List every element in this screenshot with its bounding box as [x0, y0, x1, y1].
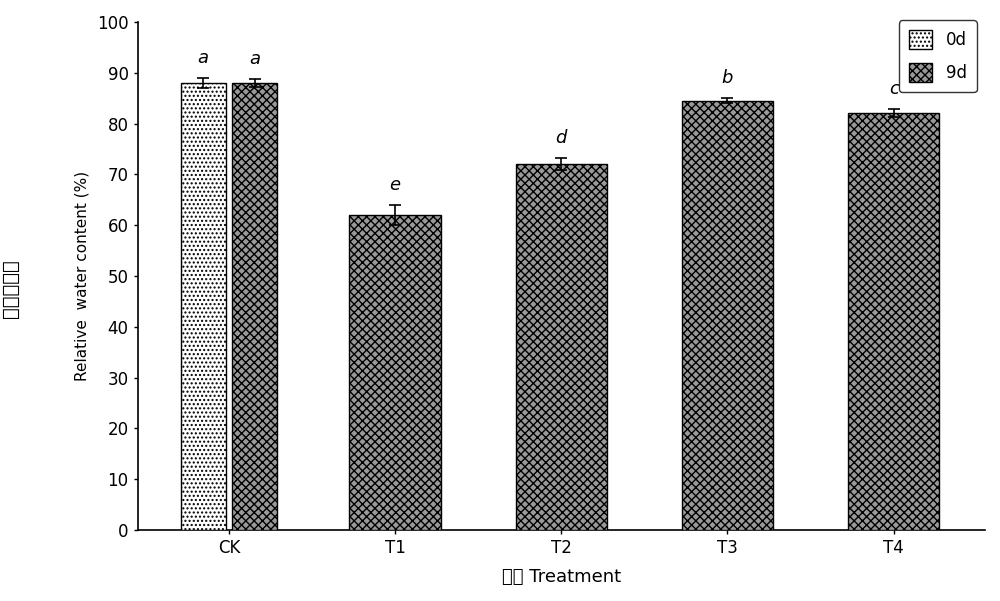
Bar	[682, 101, 773, 530]
Bar	[181, 83, 226, 530]
Text: c: c	[889, 80, 899, 98]
Text: e: e	[390, 175, 401, 194]
X-axis label: 处理 Treatment: 处理 Treatment	[502, 568, 621, 586]
Bar	[516, 164, 607, 530]
Text: a: a	[249, 50, 260, 68]
Text: 相对含水量: 相对含水量	[0, 259, 20, 318]
Bar	[349, 215, 441, 530]
Bar	[232, 83, 277, 530]
Text: d: d	[556, 129, 567, 147]
Text: a: a	[198, 49, 209, 67]
Text: b: b	[722, 69, 733, 87]
Legend: 0d, 9d: 0d, 9d	[899, 20, 977, 92]
Y-axis label: Relative  water content (%): Relative water content (%)	[75, 171, 90, 381]
Bar	[848, 114, 939, 530]
